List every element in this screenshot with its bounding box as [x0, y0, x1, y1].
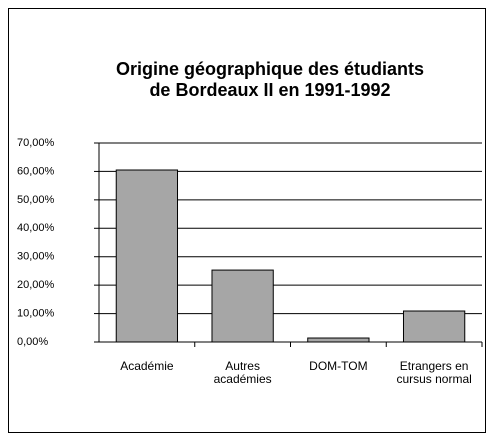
- bar: [115, 169, 179, 343]
- y-tick-label: 20,00%: [17, 279, 55, 291]
- chart-title: de Bordeaux II en 1991-1992: [149, 80, 390, 100]
- y-tick-label: 40,00%: [17, 222, 55, 234]
- x-tick-label: Autres académies: [213, 359, 272, 386]
- chart-border: [8, 8, 486, 433]
- x-tick-label: DOM-TOM: [309, 359, 368, 373]
- bar: [402, 310, 466, 343]
- y-tick-label: 30,00%: [17, 251, 55, 263]
- y-tick-label: 60,00%: [17, 165, 55, 177]
- bar: [307, 337, 370, 343]
- y-tick-label: 0,00%: [17, 336, 48, 348]
- bar: [211, 269, 274, 343]
- y-tick-label: 50,00%: [17, 194, 55, 206]
- chart-title: Origine géographique des étudiants: [116, 59, 424, 79]
- y-tick-label: 70,00%: [17, 137, 55, 149]
- y-tick-label: 10,00%: [17, 307, 55, 319]
- x-tick-label: Académie: [120, 359, 174, 373]
- x-tick-label: Etrangers en cursus normal: [396, 359, 472, 386]
